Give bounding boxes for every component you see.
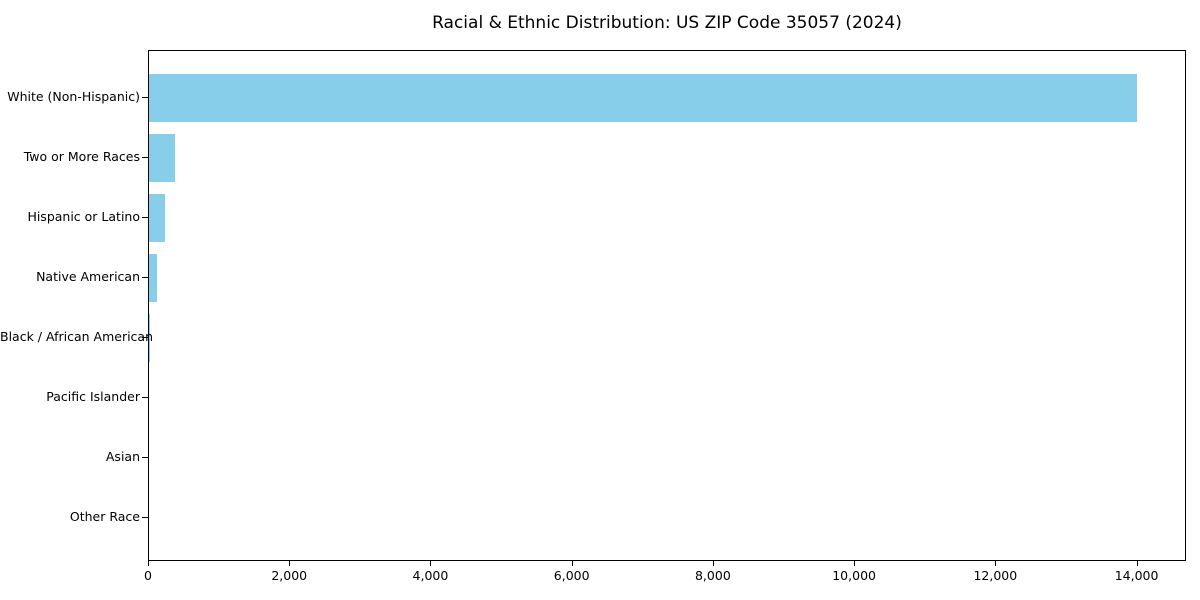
- bar-hispanic-or-latino: [149, 194, 165, 242]
- x-tick-mark: [854, 561, 856, 566]
- x-tick-label-12-000: 12,000: [973, 568, 1018, 583]
- x-tick-mark: [148, 561, 149, 566]
- x-tick-mark: [289, 561, 291, 566]
- y-tick-mark: [142, 457, 148, 458]
- bar-black-african-american: [149, 314, 151, 362]
- y-tick-mark: [142, 277, 148, 278]
- bar-two-or-more-races: [149, 134, 176, 182]
- y-tick-label-native-american: Native American: [36, 269, 140, 284]
- y-tick-label-pacific-islander: Pacific Islander: [46, 389, 140, 404]
- y-tick-label-white-non-hispanic: White (Non-Hispanic): [7, 89, 140, 104]
- bar-native-american: [149, 254, 158, 302]
- y-tick-mark: [142, 517, 148, 518]
- x-tick-label-6-000: 6,000: [553, 568, 590, 583]
- y-tick-mark: [142, 217, 148, 218]
- x-tick-mark: [712, 561, 714, 566]
- y-tick-mark: [142, 157, 148, 158]
- x-tick-label-10-000: 10,000: [832, 568, 876, 583]
- y-tick-mark: [142, 397, 148, 398]
- plot-area: [148, 50, 1186, 561]
- x-tick-mark: [430, 561, 432, 566]
- x-tick-label-0: 0: [144, 568, 152, 583]
- x-tick-label-14-000: 14,000: [1114, 568, 1159, 583]
- y-tick-mark: [142, 337, 148, 338]
- y-tick-mark: [142, 97, 148, 98]
- chart-title: Racial & Ethnic Distribution: US ZIP Cod…: [432, 13, 902, 33]
- x-tick-mark: [571, 561, 573, 566]
- x-tick-mark: [1136, 561, 1138, 566]
- y-tick-label-other-race: Other Race: [69, 509, 140, 524]
- y-tick-label-hispanic-or-latino: Hispanic or Latino: [27, 209, 140, 224]
- y-tick-label-asian: Asian: [105, 449, 140, 464]
- y-tick-label-black-african-american: Black / African American: [0, 329, 154, 344]
- bar-white-non-hispanic: [149, 74, 1137, 122]
- x-tick-label-8-000: 8,000: [694, 568, 731, 583]
- x-tick-label-4-000: 4,000: [412, 568, 449, 583]
- y-tick-label-two-or-more-races: Two or More Races: [23, 149, 140, 164]
- x-tick-label-2-000: 2,000: [271, 568, 308, 583]
- x-tick-mark: [995, 561, 997, 566]
